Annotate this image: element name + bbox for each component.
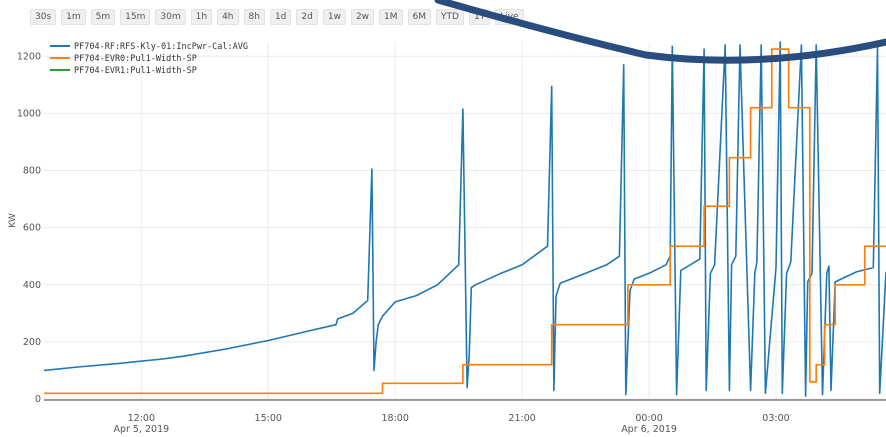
range-button-1h[interactable]: 1h: [190, 9, 213, 25]
legend-label-2: PF704-EVR1:Pul1-Width-SP: [74, 66, 197, 76]
legend-label-0: PF704-RF:RFS-Kly-01:IncPwr-Cal:AVG: [74, 42, 248, 52]
range-button-ytd[interactable]: YTD: [436, 9, 464, 25]
range-button-1m[interactable]: 1M: [379, 9, 403, 25]
y-tick-label: 800: [23, 166, 41, 177]
range-button-30s[interactable]: 30s: [30, 9, 57, 25]
range-button-8h[interactable]: 8h: [243, 9, 265, 25]
y-tick-label: 400: [23, 280, 41, 291]
range-button-4h[interactable]: 4h: [217, 9, 239, 25]
series-area: [43, 41, 886, 397]
legend: PF704-RF:RFS-Kly-01:IncPwr-Cal:AVG PF704-…: [50, 42, 248, 76]
x-tick-label: 18:00: [381, 413, 408, 424]
x-tick-date: Apr 6, 2019: [621, 424, 677, 435]
x-tick-date: Apr 5, 2019: [113, 424, 169, 435]
x-tick-label: 00:00: [635, 413, 662, 424]
range-button-15m[interactable]: 15m: [120, 9, 151, 25]
x-tick-label: 03:00: [762, 413, 789, 424]
range-button-5m[interactable]: 5m: [90, 9, 116, 25]
pan-cursor-arc: [434, 0, 886, 64]
legend-label-1: PF704-EVR0:Pul1-Width-SP: [74, 54, 197, 64]
range-button-2w[interactable]: 2w: [350, 9, 375, 25]
y-axis-label: KW: [8, 213, 18, 228]
y-tick-label: 0: [35, 394, 41, 405]
y-tick-label: 600: [23, 223, 41, 234]
range-button-1d[interactable]: 1d: [269, 9, 292, 25]
series-line-1: [44, 48, 886, 395]
range-button-6m[interactable]: 6M: [407, 9, 432, 25]
series-line-0: [43, 41, 886, 397]
range-button-2d[interactable]: 2d: [296, 9, 318, 25]
range-button-1w[interactable]: 1w: [322, 9, 346, 25]
x-tick-label: 15:00: [255, 413, 282, 424]
range-button-30m[interactable]: 30m: [155, 9, 186, 25]
y-tick-label: 1000: [17, 108, 41, 119]
y-tick-label: 1200: [17, 51, 41, 62]
y-axis: 0 200 400 600 800 1000 1200: [17, 51, 41, 405]
y-tick-label: 200: [23, 337, 41, 348]
range-button-1m[interactable]: 1m: [61, 9, 86, 25]
x-tick-label: 21:00: [508, 413, 535, 424]
x-tick-label: 12:00: [128, 413, 155, 424]
